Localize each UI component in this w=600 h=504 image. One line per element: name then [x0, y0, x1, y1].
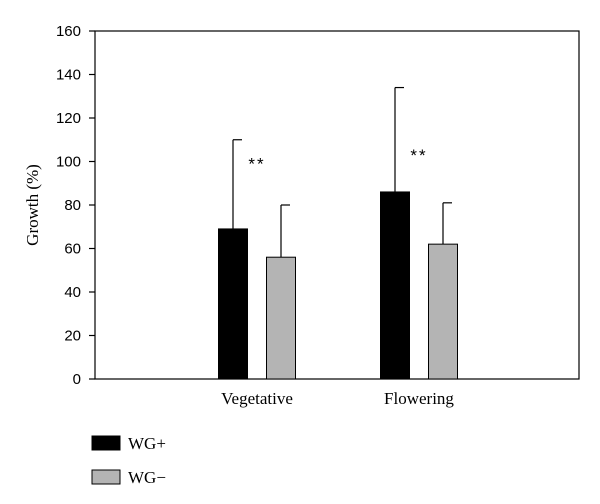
bar-series	[218, 191, 458, 380]
y-tick-label-20: 20	[64, 328, 81, 345]
y-tick-label-100: 100	[56, 154, 81, 171]
y-tick-label-0: 0	[73, 371, 81, 388]
y-tick-label-140: 140	[56, 67, 81, 84]
bar-vegetative-series-1	[266, 256, 296, 380]
y-axis-title: Growth (%)	[23, 164, 42, 246]
legend: WG+ WG−	[91, 434, 166, 487]
bar-flowering-series-0	[380, 191, 410, 380]
y-tick-label-40: 40	[64, 284, 81, 301]
y-axis-ticks: 0 20 40 60 80 100 120 140 160	[56, 23, 95, 388]
category-label-flowering: Flowering	[384, 389, 454, 408]
legend-swatch-series-1	[91, 469, 121, 485]
error-bars	[232, 86, 452, 258]
significance-marker-vegetative: **	[248, 155, 265, 174]
legend-label-series-0: WG+	[128, 434, 166, 453]
y-tick-label-80: 80	[64, 197, 81, 214]
bar-flowering-series-1	[428, 243, 458, 380]
y-tick-label-60: 60	[64, 241, 81, 258]
significance-annotations: ** **	[248, 146, 427, 174]
legend-swatch-series-0	[91, 435, 121, 451]
significance-marker-flowering: **	[410, 146, 427, 165]
bar-vegetative-series-0	[218, 228, 248, 380]
plot-frame	[94, 30, 580, 380]
x-axis-category-labels: Vegetative Flowering	[221, 389, 454, 408]
legend-label-series-1: WG−	[128, 468, 166, 487]
category-label-vegetative: Vegetative	[221, 389, 293, 408]
y-tick-label-160: 160	[56, 23, 81, 40]
y-tick-label-120: 120	[56, 110, 81, 127]
